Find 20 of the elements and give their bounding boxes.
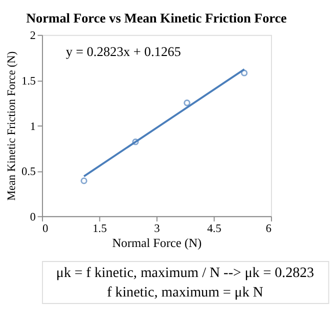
- point: [80, 178, 88, 184]
- y-tick-label: 0.5: [21, 166, 36, 178]
- x-axis-title: Normal Force (N): [112, 236, 202, 250]
- x-tick-label: 3: [154, 222, 160, 235]
- y-axis-title: Mean Kinetic Friction Force (N): [6, 51, 18, 201]
- y-tick-label: 1: [30, 120, 36, 133]
- x-tick-label: 4.5: [207, 222, 222, 235]
- text: f kinetic, maximum = μk N: [106, 284, 264, 300]
- point: [132, 138, 139, 146]
- y-tick-label: 0: [30, 211, 36, 224]
- point: [240, 70, 248, 76]
- y-tick-label: 2: [30, 30, 36, 42]
- chart-title: Normal Force vs Mean Kinetic Friction Force: [26, 10, 287, 26]
- annotation: y = 0.2823x + 0.1265: [66, 44, 182, 59]
- x-tick-label: 0: [42, 222, 48, 235]
- y-tick-label: 1.5: [21, 76, 36, 88]
- text: μk = f kinetic, maximum / N --> μk = 0.2823: [56, 265, 314, 282]
- x-tick-label: 1.5: [92, 222, 108, 235]
- x-tick-label: 6: [266, 222, 272, 235]
- point: [184, 100, 190, 106]
